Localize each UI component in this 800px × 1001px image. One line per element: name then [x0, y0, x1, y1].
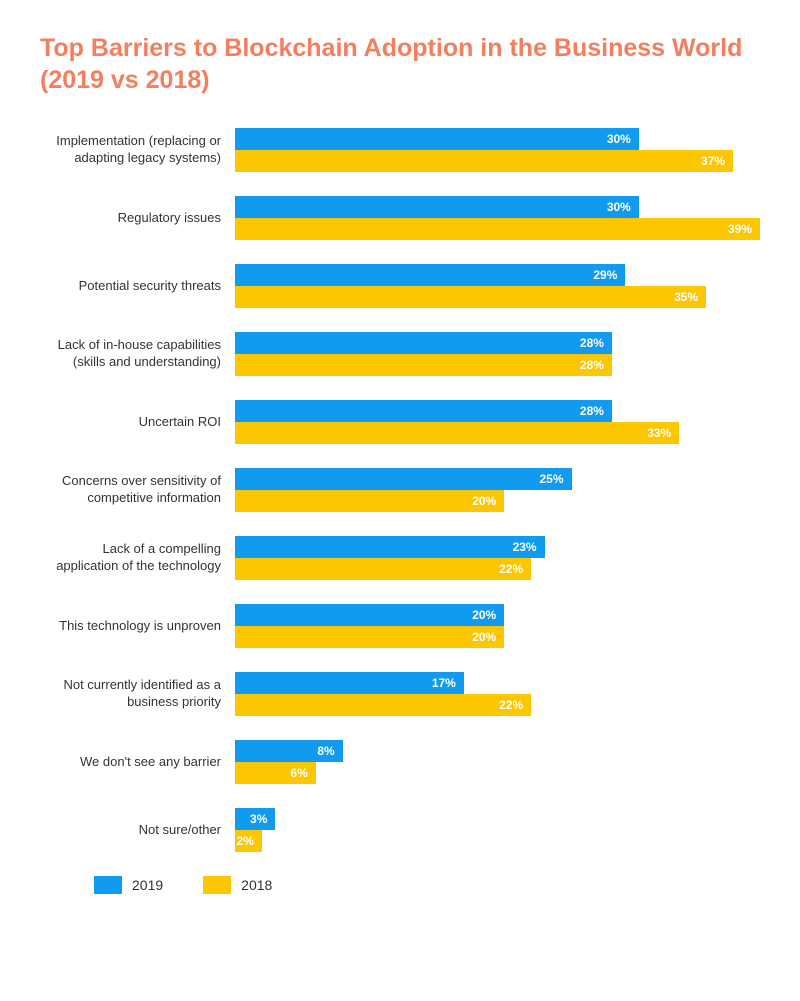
bar-2019: 25% — [235, 468, 572, 490]
category-label: Not currently identified as a business p… — [40, 677, 235, 711]
bar-2018: 20% — [235, 490, 504, 512]
bar-value: 8% — [317, 744, 334, 758]
chart-row: Lack of in-house capabilities (skills an… — [40, 332, 760, 376]
category-label: Implementation (replacing or adapting le… — [40, 133, 235, 167]
bar-group: 30% 39% — [235, 196, 760, 240]
legend: 2019 2018 — [40, 876, 760, 894]
bar-value: 37% — [701, 154, 725, 168]
bar-2018: 6% — [235, 762, 316, 784]
bar-2019: 8% — [235, 740, 343, 762]
chart-row: Regulatory issues 30% 39% — [40, 196, 760, 240]
category-label: Lack of in-house capabilities (skills an… — [40, 337, 235, 371]
bar-value: 23% — [513, 540, 537, 554]
bar-value: 35% — [674, 290, 698, 304]
bar-2019: 17% — [235, 672, 464, 694]
bar-group: 28% 28% — [235, 332, 760, 376]
bar-value: 22% — [499, 562, 523, 576]
bar-value: 28% — [580, 358, 604, 372]
bar-value: 29% — [593, 268, 617, 282]
bar-value: 3% — [250, 812, 267, 826]
category-label: Lack of a compelling application of the … — [40, 541, 235, 575]
bar-value: 20% — [472, 608, 496, 622]
category-label: This technology is unproven — [40, 618, 235, 635]
bar-group: 8% 6% — [235, 740, 760, 784]
bar-group: 28% 33% — [235, 400, 760, 444]
chart-row: Concerns over sensitivity of competitive… — [40, 468, 760, 512]
bar-2018: 33% — [235, 422, 679, 444]
legend-label: 2019 — [132, 877, 163, 893]
bar-value: 2% — [237, 834, 254, 848]
bar-value: 30% — [607, 132, 631, 146]
bar-group: 20% 20% — [235, 604, 760, 648]
bar-2019: 3% — [235, 808, 275, 830]
bar-group: 23% 22% — [235, 536, 760, 580]
bar-value: 22% — [499, 698, 523, 712]
chart-row: This technology is unproven 20% 20% — [40, 604, 760, 648]
chart-row: Implementation (replacing or adapting le… — [40, 128, 760, 172]
bar-2019: 28% — [235, 400, 612, 422]
bar-2018: 20% — [235, 626, 504, 648]
category-label: Regulatory issues — [40, 210, 235, 227]
bar-value: 30% — [607, 200, 631, 214]
bar-2018: 39% — [235, 218, 760, 240]
bar-group: 3% 2% — [235, 808, 760, 852]
bar-value: 25% — [540, 472, 564, 486]
chart-row: We don't see any barrier 8% 6% — [40, 740, 760, 784]
chart-row: Uncertain ROI 28% 33% — [40, 400, 760, 444]
bar-2019: 29% — [235, 264, 625, 286]
legend-label: 2018 — [241, 877, 272, 893]
bar-value: 39% — [728, 222, 752, 236]
bar-2018: 22% — [235, 694, 531, 716]
bar-value: 20% — [472, 630, 496, 644]
bar-2018: 2% — [235, 830, 262, 852]
category-label: Potential security threats — [40, 278, 235, 295]
bar-group: 29% 35% — [235, 264, 760, 308]
bar-2019: 28% — [235, 332, 612, 354]
bar-group: 25% 20% — [235, 468, 760, 512]
bar-value: 28% — [580, 336, 604, 350]
category-label: Uncertain ROI — [40, 414, 235, 431]
bar-2019: 30% — [235, 128, 639, 150]
bar-value: 28% — [580, 404, 604, 418]
legend-swatch — [203, 876, 231, 894]
bar-2018: 37% — [235, 150, 733, 172]
bar-2019: 20% — [235, 604, 504, 626]
chart-row: Not sure/other 3% 2% — [40, 808, 760, 852]
legend-item: 2018 — [203, 876, 272, 894]
bar-group: 17% 22% — [235, 672, 760, 716]
bar-value: 20% — [472, 494, 496, 508]
chart-row: Not currently identified as a business p… — [40, 672, 760, 716]
bar-value: 17% — [432, 676, 456, 690]
category-label: Not sure/other — [40, 822, 235, 839]
category-label: Concerns over sensitivity of competitive… — [40, 473, 235, 507]
bar-2018: 22% — [235, 558, 531, 580]
chart-row: Potential security threats 29% 35% — [40, 264, 760, 308]
bar-2019: 30% — [235, 196, 639, 218]
bar-2019: 23% — [235, 536, 545, 558]
legend-item: 2019 — [94, 876, 163, 894]
bar-value: 33% — [647, 426, 671, 440]
chart-container: Top Barriers to Blockchain Adoption in t… — [0, 0, 800, 894]
bar-chart: Implementation (replacing or adapting le… — [40, 128, 760, 852]
category-label: We don't see any barrier — [40, 754, 235, 771]
legend-swatch — [94, 876, 122, 894]
chart-title: Top Barriers to Blockchain Adoption in t… — [40, 32, 760, 96]
bar-value: 6% — [290, 766, 307, 780]
bar-group: 30% 37% — [235, 128, 760, 172]
chart-row: Lack of a compelling application of the … — [40, 536, 760, 580]
bar-2018: 35% — [235, 286, 706, 308]
bar-2018: 28% — [235, 354, 612, 376]
